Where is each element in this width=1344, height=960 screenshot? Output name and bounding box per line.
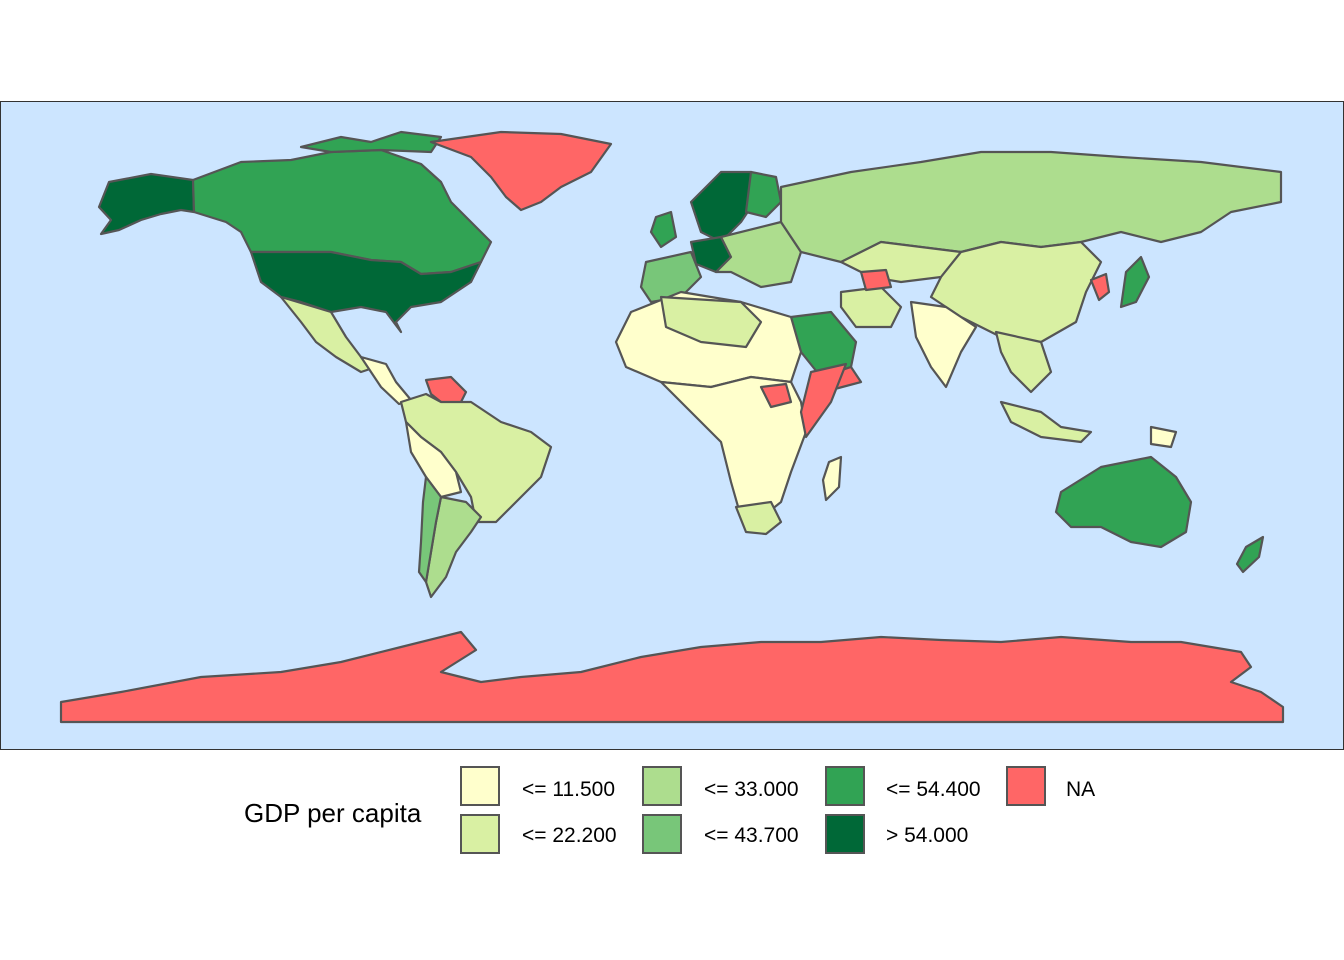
legend-swatch-na	[1006, 766, 1046, 806]
country-southeast-asia[interactable]	[994, 330, 1053, 394]
country-central-america[interactable]	[359, 355, 413, 406]
country-chile[interactable]	[417, 475, 443, 584]
legend-swatch-5	[825, 766, 865, 806]
legend-swatch-3	[642, 766, 682, 806]
country-greenland[interactable]	[429, 130, 613, 212]
country-algeria-libya[interactable]	[659, 295, 763, 349]
legend-label-1: <= 11.500	[522, 778, 616, 801]
country-alaska[interactable]	[97, 172, 196, 236]
country-north-korea[interactable]	[1089, 272, 1111, 302]
world-map	[59, 130, 1285, 724]
country-australia[interactable]	[1054, 455, 1193, 549]
country-japan[interactable]	[1119, 255, 1151, 309]
legend-label-na: NA	[1066, 778, 1096, 801]
country-somalia[interactable]	[799, 362, 848, 439]
country-indonesia[interactable]	[999, 400, 1093, 444]
map-panel	[0, 101, 1344, 750]
legend-swatch-6	[825, 814, 865, 854]
country-antarctica[interactable]	[59, 630, 1285, 724]
legend-label-5: <= 54.400	[886, 778, 981, 801]
country-uk[interactable]	[649, 210, 678, 249]
country-finland[interactable]	[744, 170, 783, 219]
legend-swatch-2	[460, 814, 500, 854]
country-saudi-arabia[interactable]	[789, 310, 858, 379]
country-iran[interactable]	[839, 285, 903, 329]
country-madagascar[interactable]	[821, 455, 843, 502]
country-india[interactable]	[909, 300, 978, 389]
country-papua-new-guinea[interactable]	[1149, 425, 1178, 449]
legend-label-6: > 54.000	[886, 824, 969, 847]
legend-swatch-1	[460, 766, 500, 806]
country-canada-islands[interactable]	[299, 130, 443, 154]
country-central-africa[interactable]	[659, 375, 808, 524]
country-south-sudan[interactable]	[759, 382, 793, 409]
legend-label-3: <= 33.000	[704, 778, 799, 801]
legend-swatch-4	[642, 814, 682, 854]
country-peru-bolivia[interactable]	[404, 420, 463, 499]
country-south-africa[interactable]	[734, 500, 783, 536]
country-turkmenistan[interactable]	[859, 268, 893, 292]
legend-label-2: <= 22.200	[522, 824, 617, 847]
legend-title: GDP per capita	[244, 798, 422, 828]
legend-label-4: <= 43.700	[704, 824, 799, 847]
country-new-zealand[interactable]	[1235, 535, 1265, 574]
